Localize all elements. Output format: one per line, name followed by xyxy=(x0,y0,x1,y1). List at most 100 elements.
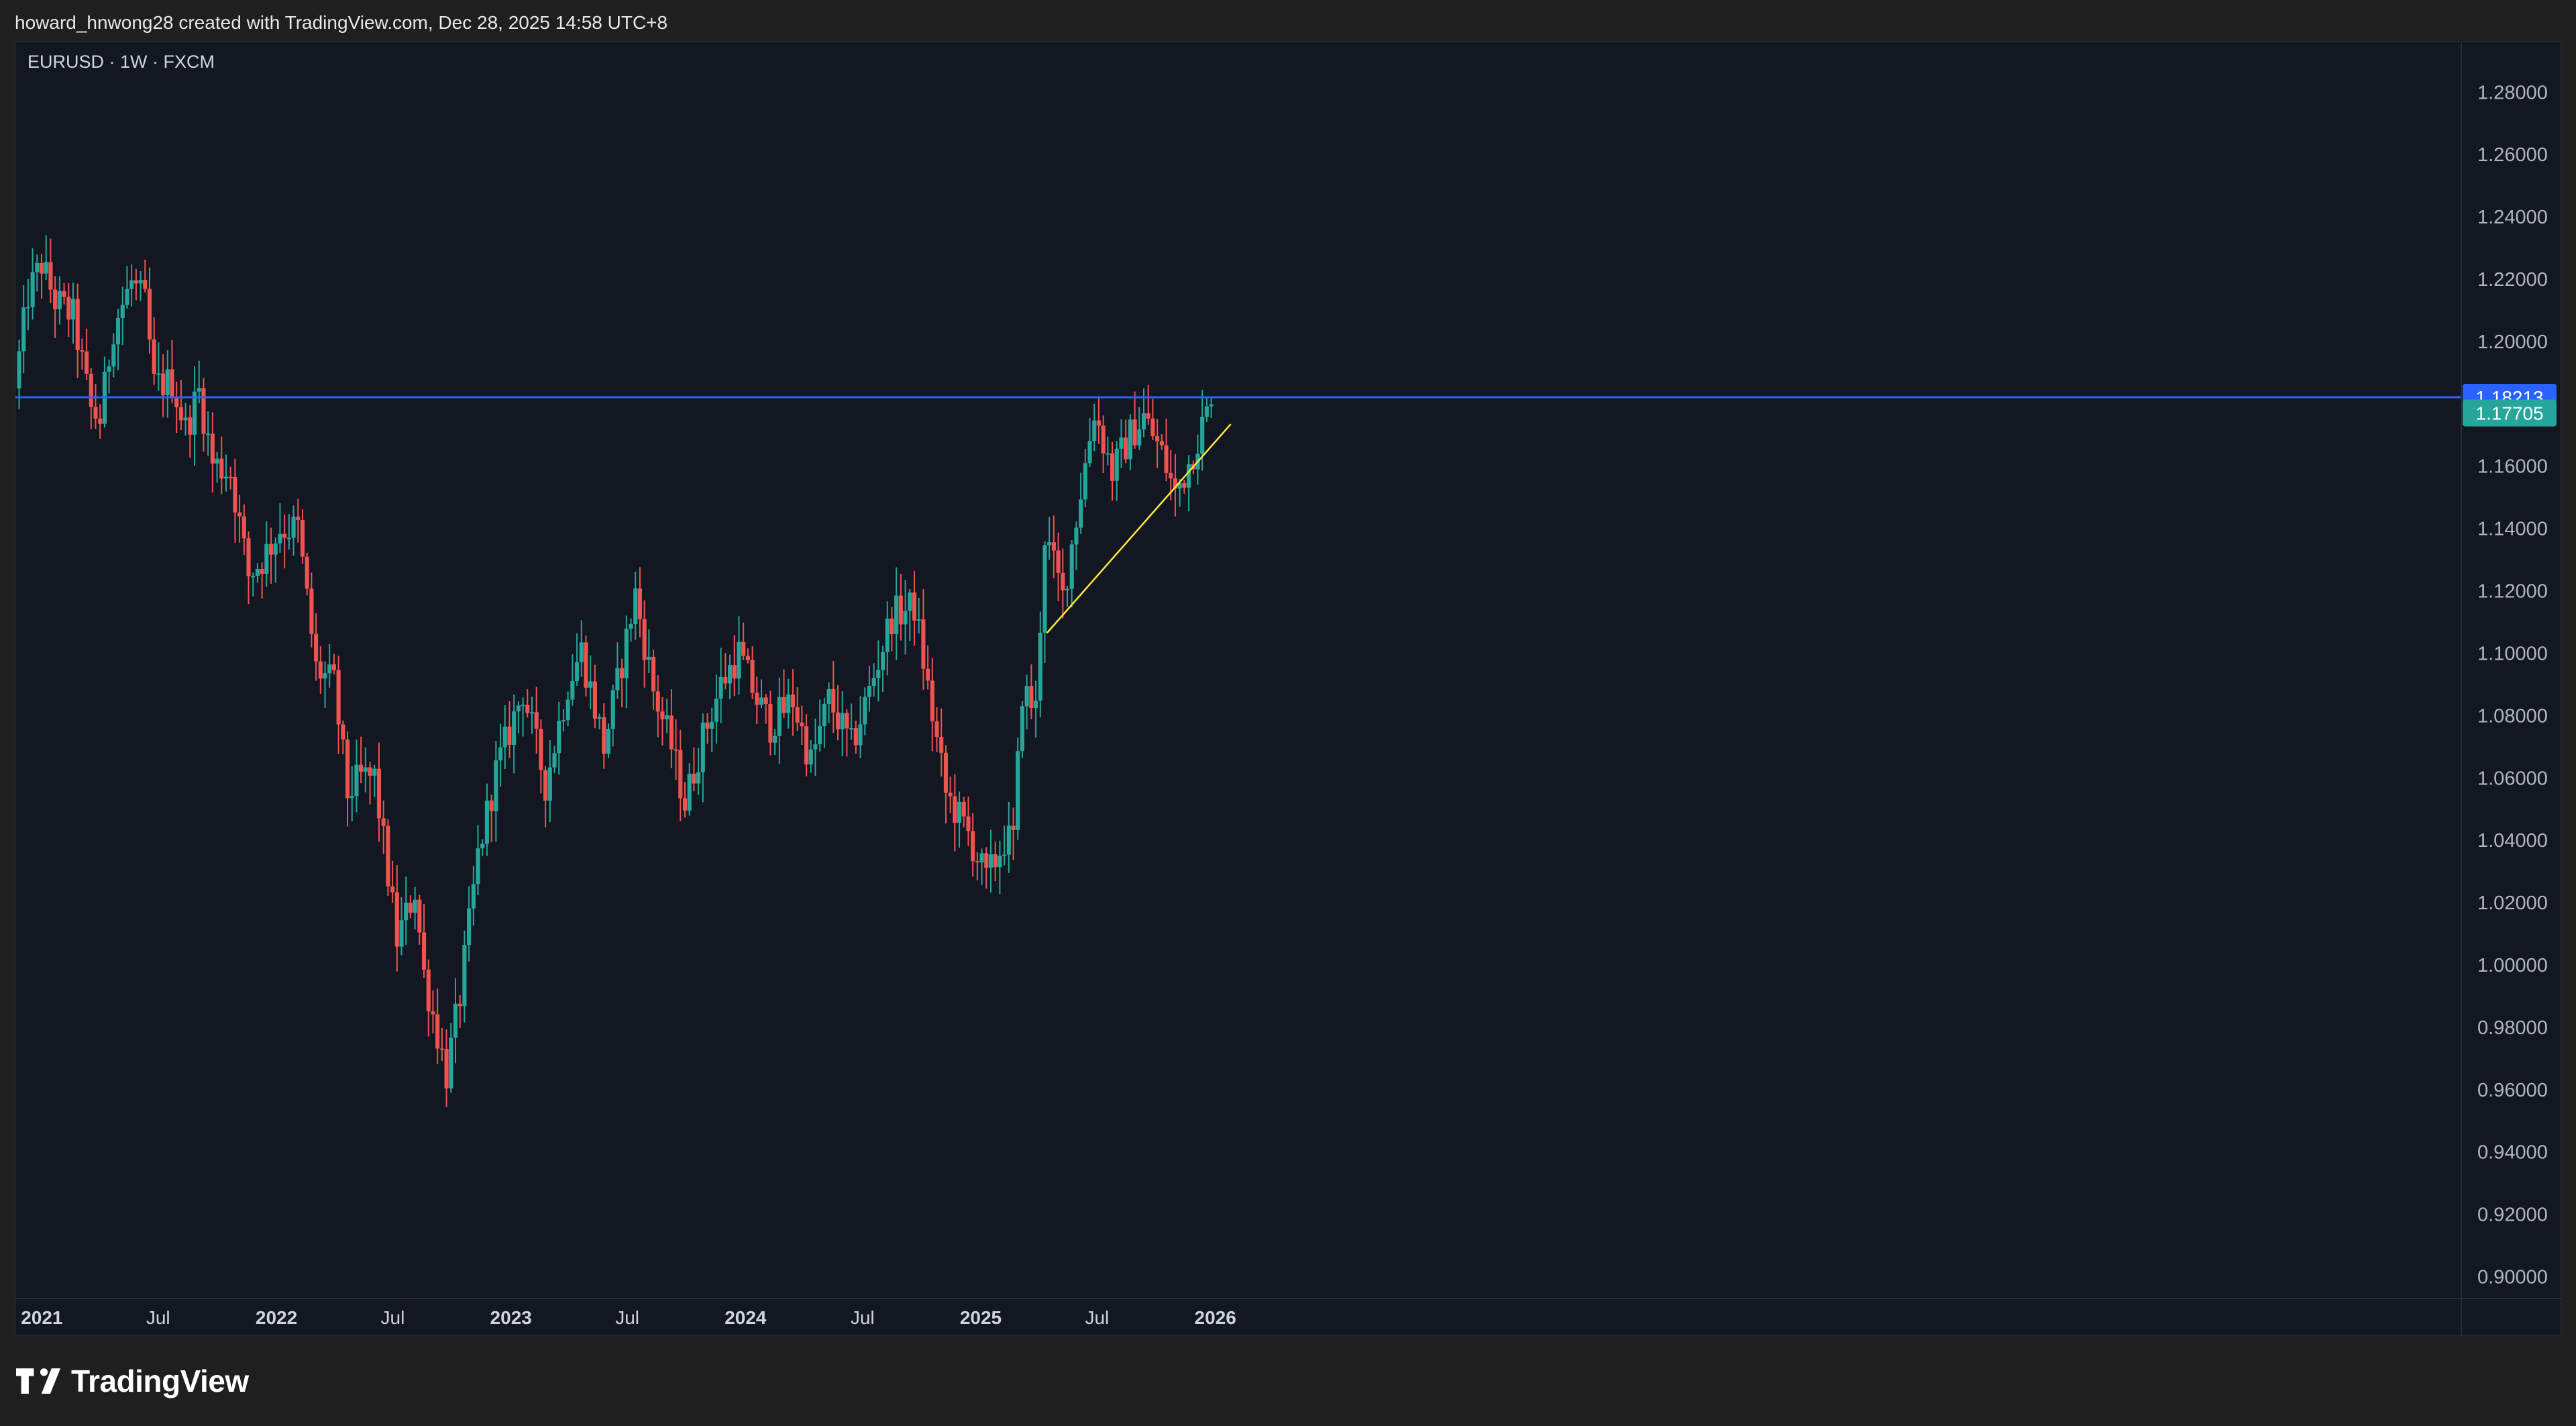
candle-body xyxy=(782,697,786,713)
candle-body xyxy=(286,538,291,540)
candle-body xyxy=(822,703,826,727)
trend-line[interactable] xyxy=(1046,423,1232,634)
tradingview-logo[interactable]: TradingView xyxy=(16,1361,249,1401)
candle-body xyxy=(745,656,750,660)
candle-body xyxy=(201,388,206,434)
candle-body xyxy=(890,618,894,635)
candle-body xyxy=(790,694,795,707)
candle-body xyxy=(1204,406,1209,417)
candle-body xyxy=(305,556,309,589)
candle-body xyxy=(741,642,746,656)
candle-body xyxy=(557,721,561,754)
candle-body xyxy=(561,720,566,722)
last-price-tag-text: 1.17705 xyxy=(2475,403,2543,424)
candle-body xyxy=(57,291,62,309)
candle-body xyxy=(705,722,710,729)
candle-body xyxy=(755,693,759,705)
candle-body xyxy=(85,351,89,374)
candle-body xyxy=(597,717,602,719)
candle-body xyxy=(17,351,21,389)
time-tick-label: 2023 xyxy=(490,1307,532,1328)
candle-body xyxy=(867,685,871,697)
candle-body xyxy=(368,767,372,776)
candle-body xyxy=(1155,436,1160,442)
candle-body xyxy=(354,764,359,797)
candle-body xyxy=(566,699,570,721)
candle-body xyxy=(966,816,971,831)
candle-body xyxy=(1002,854,1007,856)
time-tick-label: Jul xyxy=(146,1307,170,1328)
candle-body xyxy=(732,665,737,679)
price-tick-label: 1.08000 xyxy=(2477,705,2548,727)
price-tick-label: 1.02000 xyxy=(2477,893,2548,914)
time-tick-label: Jul xyxy=(1085,1307,1109,1328)
candle-body xyxy=(988,854,994,868)
candle-body xyxy=(197,388,201,392)
chart-panel[interactable]: 1.280001.260001.240001.220001.200001.180… xyxy=(15,42,2562,1336)
candle-body xyxy=(629,623,633,629)
credit-text: howard_hnwong28 created with TradingView… xyxy=(15,12,668,33)
candle-body xyxy=(858,724,863,746)
candle-body xyxy=(30,272,35,307)
candle-body xyxy=(939,737,944,753)
candle-body xyxy=(800,722,804,727)
candle-body xyxy=(993,854,998,868)
candle-body xyxy=(813,744,818,750)
candle-body xyxy=(750,660,755,693)
candle-body xyxy=(651,656,656,692)
candle-body xyxy=(1024,686,1029,707)
candle-body xyxy=(1029,686,1034,709)
candle-body xyxy=(1047,542,1052,546)
candle-body xyxy=(521,705,525,707)
candle-body xyxy=(439,1048,444,1050)
candle-body xyxy=(665,715,669,719)
candle-body xyxy=(93,407,98,419)
candle-body xyxy=(62,291,66,297)
candle-body xyxy=(192,391,197,435)
candle-body xyxy=(462,945,467,1007)
candle-body xyxy=(417,899,422,933)
candle-body xyxy=(498,747,503,761)
price-tick-label: 1.26000 xyxy=(2477,144,2548,166)
price-tick-label: 1.22000 xyxy=(2477,269,2548,291)
candle-body xyxy=(399,920,404,947)
candle-body xyxy=(723,676,728,684)
candle-body xyxy=(674,749,678,751)
candle-body xyxy=(610,690,615,729)
candle-body xyxy=(484,800,489,844)
candle-body xyxy=(300,519,305,557)
candle-body xyxy=(80,350,85,352)
candle-body xyxy=(512,711,517,746)
candle-body xyxy=(278,533,282,544)
candle-body xyxy=(318,661,323,679)
candle-body xyxy=(1209,404,1214,407)
candle-body xyxy=(912,592,917,621)
candle-body xyxy=(592,681,597,719)
candle-body xyxy=(957,801,962,823)
candle-body xyxy=(431,1011,435,1015)
candle-body xyxy=(1020,706,1025,752)
candle-body xyxy=(39,262,44,274)
candle-body xyxy=(1200,417,1205,454)
candle-body xyxy=(777,697,782,736)
candle-body xyxy=(700,722,705,772)
candle-body xyxy=(502,726,507,748)
candle-body xyxy=(350,796,354,799)
candle-body xyxy=(975,861,979,863)
candle-body xyxy=(426,969,431,1012)
drawing-layer[interactable] xyxy=(15,396,2461,634)
price-tick-label: 1.14000 xyxy=(2477,519,2548,540)
candle-body xyxy=(394,892,399,947)
candle-body xyxy=(476,848,480,884)
price-tick-label: 1.24000 xyxy=(2477,207,2548,228)
candle-body xyxy=(647,656,651,660)
symbol-label[interactable]: EURUSD · 1W · FXCM xyxy=(28,52,215,72)
candle-body xyxy=(421,932,427,970)
candlestick-chart[interactable]: 1.280001.260001.240001.220001.200001.180… xyxy=(15,42,2562,1336)
candle-body xyxy=(737,642,741,679)
last-price-tag-bg xyxy=(2463,399,2557,427)
price-tick-label: 1.28000 xyxy=(2477,82,2548,103)
price-tick-label: 1.20000 xyxy=(2477,332,2548,353)
candle-body xyxy=(444,1049,449,1088)
candle-body xyxy=(637,588,642,619)
